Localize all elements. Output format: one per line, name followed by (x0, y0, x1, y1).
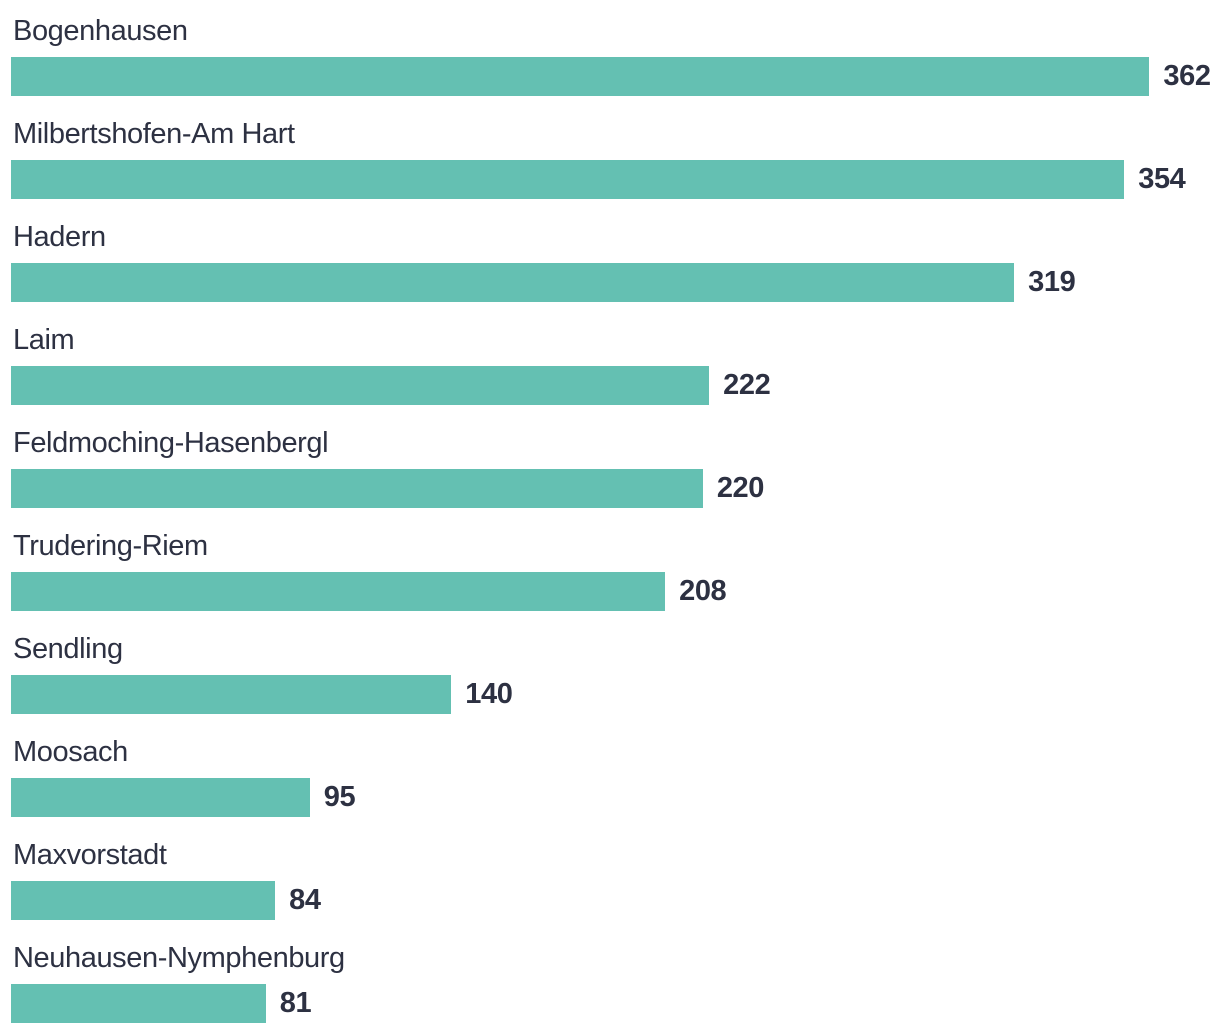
bar-row: Trudering-Riem 208 (11, 529, 1220, 611)
bar (11, 881, 276, 920)
bar-line: 319 (11, 263, 1220, 302)
bar-label: Hadern (13, 221, 106, 253)
bar (11, 984, 266, 1023)
bar-line: 362 (11, 57, 1220, 96)
bar-row: Maxvorstadt 84 (11, 838, 1220, 920)
bar-value: 319 (1028, 266, 1076, 298)
bar (11, 778, 310, 817)
bar-label: Moosach (13, 736, 128, 768)
bar-label: Sendling (13, 633, 123, 665)
bar-row: Laim 222 (11, 323, 1220, 405)
bar-line: 354 (11, 160, 1220, 199)
bar-value: 95 (323, 781, 356, 813)
bar-value: 220 (716, 472, 765, 504)
bar-line: 84 (11, 881, 1220, 920)
bar (11, 57, 1150, 96)
bar-row: Moosach 95 (11, 735, 1220, 817)
bar-line: 95 (11, 778, 1220, 817)
bar-label: Bogenhausen (13, 15, 188, 47)
bar-line: 81 (11, 984, 1220, 1023)
bar-label: Milbertshofen-Am Hart (13, 118, 295, 150)
bar-label: Laim (13, 324, 75, 356)
bar-row: Neuhausen-Nymphenburg 81 (11, 941, 1220, 1023)
bar-line: 208 (11, 572, 1220, 611)
bar-row: Sendling 140 (11, 632, 1220, 714)
bar-label: Feldmoching-Hasenbergl (13, 427, 329, 459)
bar-row: Hadern 319 (11, 220, 1220, 302)
bar-value: 81 (279, 987, 312, 1019)
bar-value: 362 (1163, 60, 1211, 92)
bar-label: Maxvorstadt (13, 839, 167, 871)
bar-value: 208 (679, 575, 727, 607)
bar-line: 140 (11, 675, 1220, 714)
bar (11, 675, 452, 714)
bar-row: Feldmoching-Hasenbergl 220 (11, 426, 1220, 508)
bar (11, 366, 710, 405)
bar-label: Neuhausen-Nymphenburg (13, 942, 345, 974)
bar-row: Bogenhausen 362 (11, 14, 1220, 96)
bar (11, 160, 1125, 199)
bar-value: 222 (723, 369, 771, 401)
bar (11, 263, 1015, 302)
bar (11, 469, 703, 508)
bar-line: 220 (11, 469, 1220, 508)
bar-row: Milbertshofen-Am Hart 354 (11, 117, 1220, 199)
bar-value: 84 (289, 884, 321, 916)
bar-label: Trudering-Riem (13, 530, 208, 562)
bar-value: 354 (1138, 163, 1186, 195)
bar-line: 222 (11, 366, 1220, 405)
bar (11, 572, 666, 611)
bar-value: 140 (465, 678, 513, 710)
